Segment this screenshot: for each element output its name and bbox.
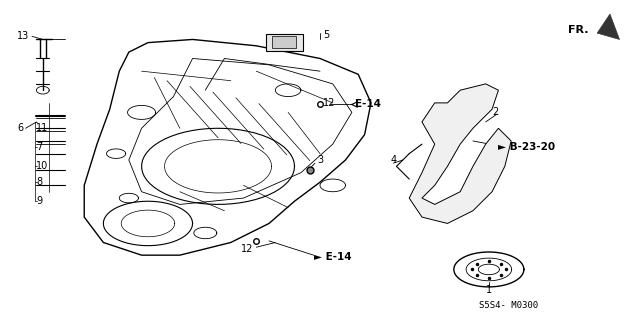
Text: 6: 6 — [17, 123, 24, 133]
Text: 8: 8 — [36, 177, 43, 187]
Text: ► E-14: ► E-14 — [314, 252, 351, 262]
Bar — [266, 34, 303, 51]
Text: 10: 10 — [36, 161, 49, 171]
Text: 7: 7 — [36, 142, 43, 152]
Text: E-14: E-14 — [355, 100, 381, 109]
Text: 4: 4 — [390, 155, 396, 165]
Text: ► B-23-20: ► B-23-20 — [499, 142, 556, 152]
Text: 3: 3 — [317, 155, 323, 165]
Bar — [272, 36, 296, 48]
Text: 11: 11 — [36, 123, 49, 133]
Text: 1: 1 — [486, 285, 492, 295]
Polygon shape — [597, 14, 620, 39]
Text: 13: 13 — [17, 31, 29, 41]
Polygon shape — [409, 84, 511, 223]
Text: 9: 9 — [36, 196, 43, 206]
Text: 5: 5 — [323, 30, 330, 40]
Text: S5S4- M0300: S5S4- M0300 — [479, 301, 538, 310]
Text: 12: 12 — [323, 98, 335, 108]
Text: 2: 2 — [492, 108, 499, 117]
Text: 12: 12 — [241, 244, 253, 254]
Text: FR.: FR. — [568, 25, 588, 35]
